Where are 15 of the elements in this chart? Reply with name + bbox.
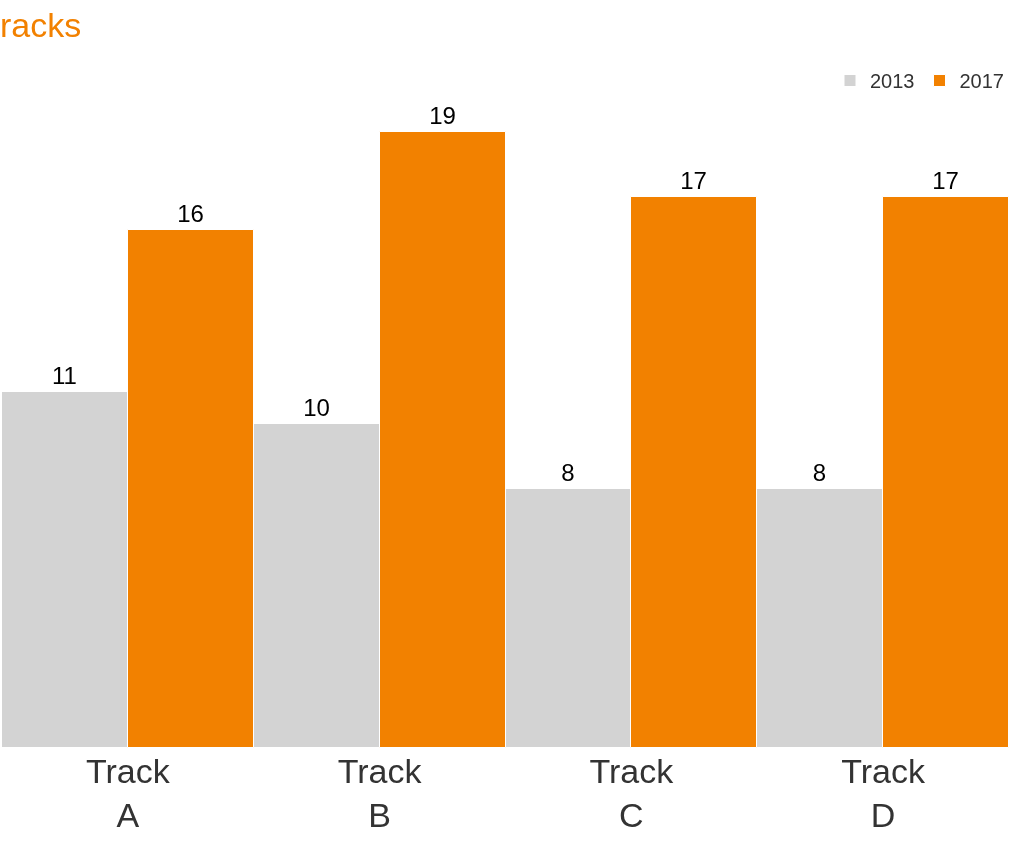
x-tick-label: Track B bbox=[337, 752, 423, 835]
data-label: 16 bbox=[177, 199, 204, 227]
data-label: 17 bbox=[680, 166, 707, 194]
data-label: 17 bbox=[932, 166, 959, 194]
data-label: 19 bbox=[429, 101, 456, 129]
x-tick-label: Track D bbox=[841, 752, 926, 835]
data-label: 10 bbox=[303, 393, 330, 421]
legend-label: 2013 bbox=[870, 70, 915, 93]
data-label: 8 bbox=[561, 458, 575, 486]
data-label: 11 bbox=[52, 361, 77, 389]
x-tick-label: Track C bbox=[589, 752, 675, 835]
data-label: 8 bbox=[812, 458, 827, 486]
chart-title: racks bbox=[0, 5, 82, 44]
legend-label: 2017 bbox=[959, 70, 1004, 93]
x-tick-label: Track A bbox=[86, 752, 171, 835]
